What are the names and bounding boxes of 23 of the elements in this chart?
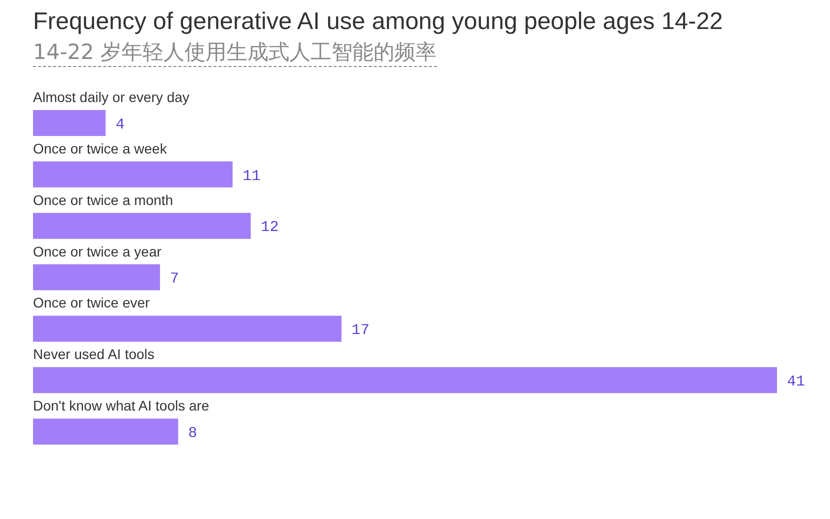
bar [33, 264, 160, 290]
bar [33, 110, 106, 136]
data-label: 11 [242, 168, 261, 185]
bar [33, 212, 251, 239]
chart-subtitle: 14-22 岁年轻人使用生成式人工智能的频率 [33, 38, 437, 67]
data-label: 12 [260, 219, 279, 236]
y-tick-label: Once or twice a week [33, 140, 168, 156]
data-label: 17 [351, 322, 370, 340]
bar [33, 367, 777, 394]
data-label: 7 [170, 270, 180, 288]
bar [33, 418, 178, 445]
y-tick-label: Once or twice a year [33, 243, 162, 260]
y-tick-label: Once or twice ever [33, 294, 150, 311]
chart-title: Frequency of generative AI use among young people ages 14-22 [33, 8, 724, 36]
bar [33, 316, 342, 342]
bar [33, 161, 233, 188]
y-tick-label: Almost daily or every day [33, 89, 190, 105]
y-tick-label: Never used AI tools [33, 346, 154, 362]
data-label: 41 [787, 373, 806, 390]
data-label: 8 [188, 424, 198, 442]
y-tick-label: Once or twice a month [33, 192, 174, 208]
y-tick-label: Don't know what AI tools are [33, 398, 210, 414]
data-label: 4 [116, 116, 125, 134]
